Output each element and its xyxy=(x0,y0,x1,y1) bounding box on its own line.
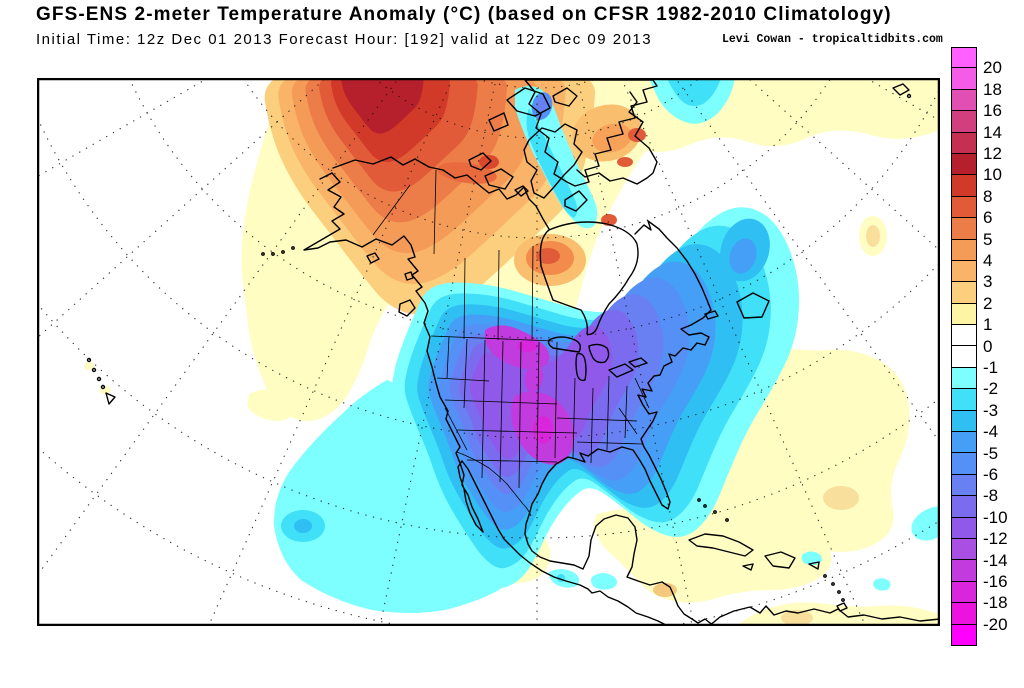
colorbar-cell xyxy=(951,453,977,475)
colorbar-cell xyxy=(951,581,977,604)
coastlines xyxy=(86,79,940,626)
colorbar-cell xyxy=(951,89,977,112)
colorbar-cell xyxy=(951,239,977,261)
colorbar-cell xyxy=(951,346,977,368)
colorbar-cell xyxy=(951,111,977,133)
temperature-anomaly-map xyxy=(37,78,940,626)
colorbar-cell xyxy=(951,153,977,176)
colorbar-cell xyxy=(951,218,977,240)
graticule-grid xyxy=(37,78,940,626)
init-valid-time-line: Initial Time: 12z Dec 01 2013 Forecast H… xyxy=(36,31,653,48)
colorbar-tick-label: 12 xyxy=(983,144,1002,163)
page-title: GFS-ENS 2-meter Temperature Anomaly (°C)… xyxy=(36,4,892,25)
colorbar-tick-label: -12 xyxy=(983,529,1008,549)
colorbar-cell xyxy=(951,47,977,69)
colorbar-tick-label: -8 xyxy=(983,486,999,506)
colorbar-tick-label: -6 xyxy=(983,465,999,484)
colorbar-tick-label: 4 xyxy=(983,251,993,270)
colorbar xyxy=(951,47,977,646)
colorbar-tick-label: 5 xyxy=(983,229,993,249)
colorbar-tick-label: -10 xyxy=(983,507,1008,527)
map-frame xyxy=(37,78,940,626)
colorbar-cell xyxy=(951,432,977,454)
colorbar-tick-label: -4 xyxy=(983,422,999,442)
colorbar-tick-label: -5 xyxy=(983,443,999,463)
colorbar-cell xyxy=(951,496,977,518)
anomaly-contour-level xyxy=(341,78,424,134)
colorbar-cell xyxy=(951,367,977,390)
credit-line: Levi Cowan - tropicaltidbits.com xyxy=(722,33,943,46)
colorbar-tick-label: -3 xyxy=(983,400,999,420)
state-and-national-borders xyxy=(372,169,650,517)
colorbar-tick-label: 3 xyxy=(983,272,993,292)
colorbar-tick-label: 8 xyxy=(983,186,993,206)
colorbar-tick-label: 2 xyxy=(983,293,993,313)
colorbar-cell xyxy=(951,303,977,326)
colorbar-cell xyxy=(951,474,977,497)
colorbar-cell xyxy=(951,260,977,283)
colorbar-tick-label: 16 xyxy=(983,101,1002,121)
colorbar-tick-label: -2 xyxy=(983,379,999,399)
colorbar-cell xyxy=(951,538,977,561)
colorbar-cell xyxy=(951,325,977,347)
colorbar-tick-label: 14 xyxy=(983,122,1002,142)
colorbar-cell xyxy=(951,282,977,304)
colorbar-tick-label: -14 xyxy=(983,550,1008,570)
colorbar-tick-label: 6 xyxy=(983,208,993,228)
colorbar-cell xyxy=(951,624,977,646)
colorbar-cell xyxy=(951,410,977,433)
colorbar-cell xyxy=(951,175,977,197)
colorbar-cell xyxy=(951,68,977,90)
colorbar-cell xyxy=(951,389,977,411)
warm-anomaly-region xyxy=(264,78,596,315)
colorbar-cell xyxy=(951,196,977,219)
colorbar-tick-label: -18 xyxy=(983,593,1008,613)
colorbar-cell xyxy=(951,560,977,582)
colorbar-tick-label: 18 xyxy=(983,79,1002,99)
colorbar-cell xyxy=(951,132,977,154)
colorbar-tick-labels: 20 18 16 14 12 10 8 6 5 4 3 2 1 0 -1 -2 -3 -4 -5 -6 -8 -10 -12… xyxy=(983,47,1023,657)
colorbar-tick-label: -1 xyxy=(983,358,999,377)
colorbar-cell xyxy=(951,517,977,539)
colorbar-tick-label: -16 xyxy=(983,572,1008,591)
colorbar-tick-label: -20 xyxy=(983,614,1008,634)
colorbar-tick-label: 20 xyxy=(983,58,1002,78)
colorbar-tick-label: 1 xyxy=(983,315,993,335)
colorbar-cell xyxy=(951,603,977,625)
colorbar-tick-label: 10 xyxy=(983,165,1002,185)
colorbar-tick-label: 0 xyxy=(983,336,993,356)
